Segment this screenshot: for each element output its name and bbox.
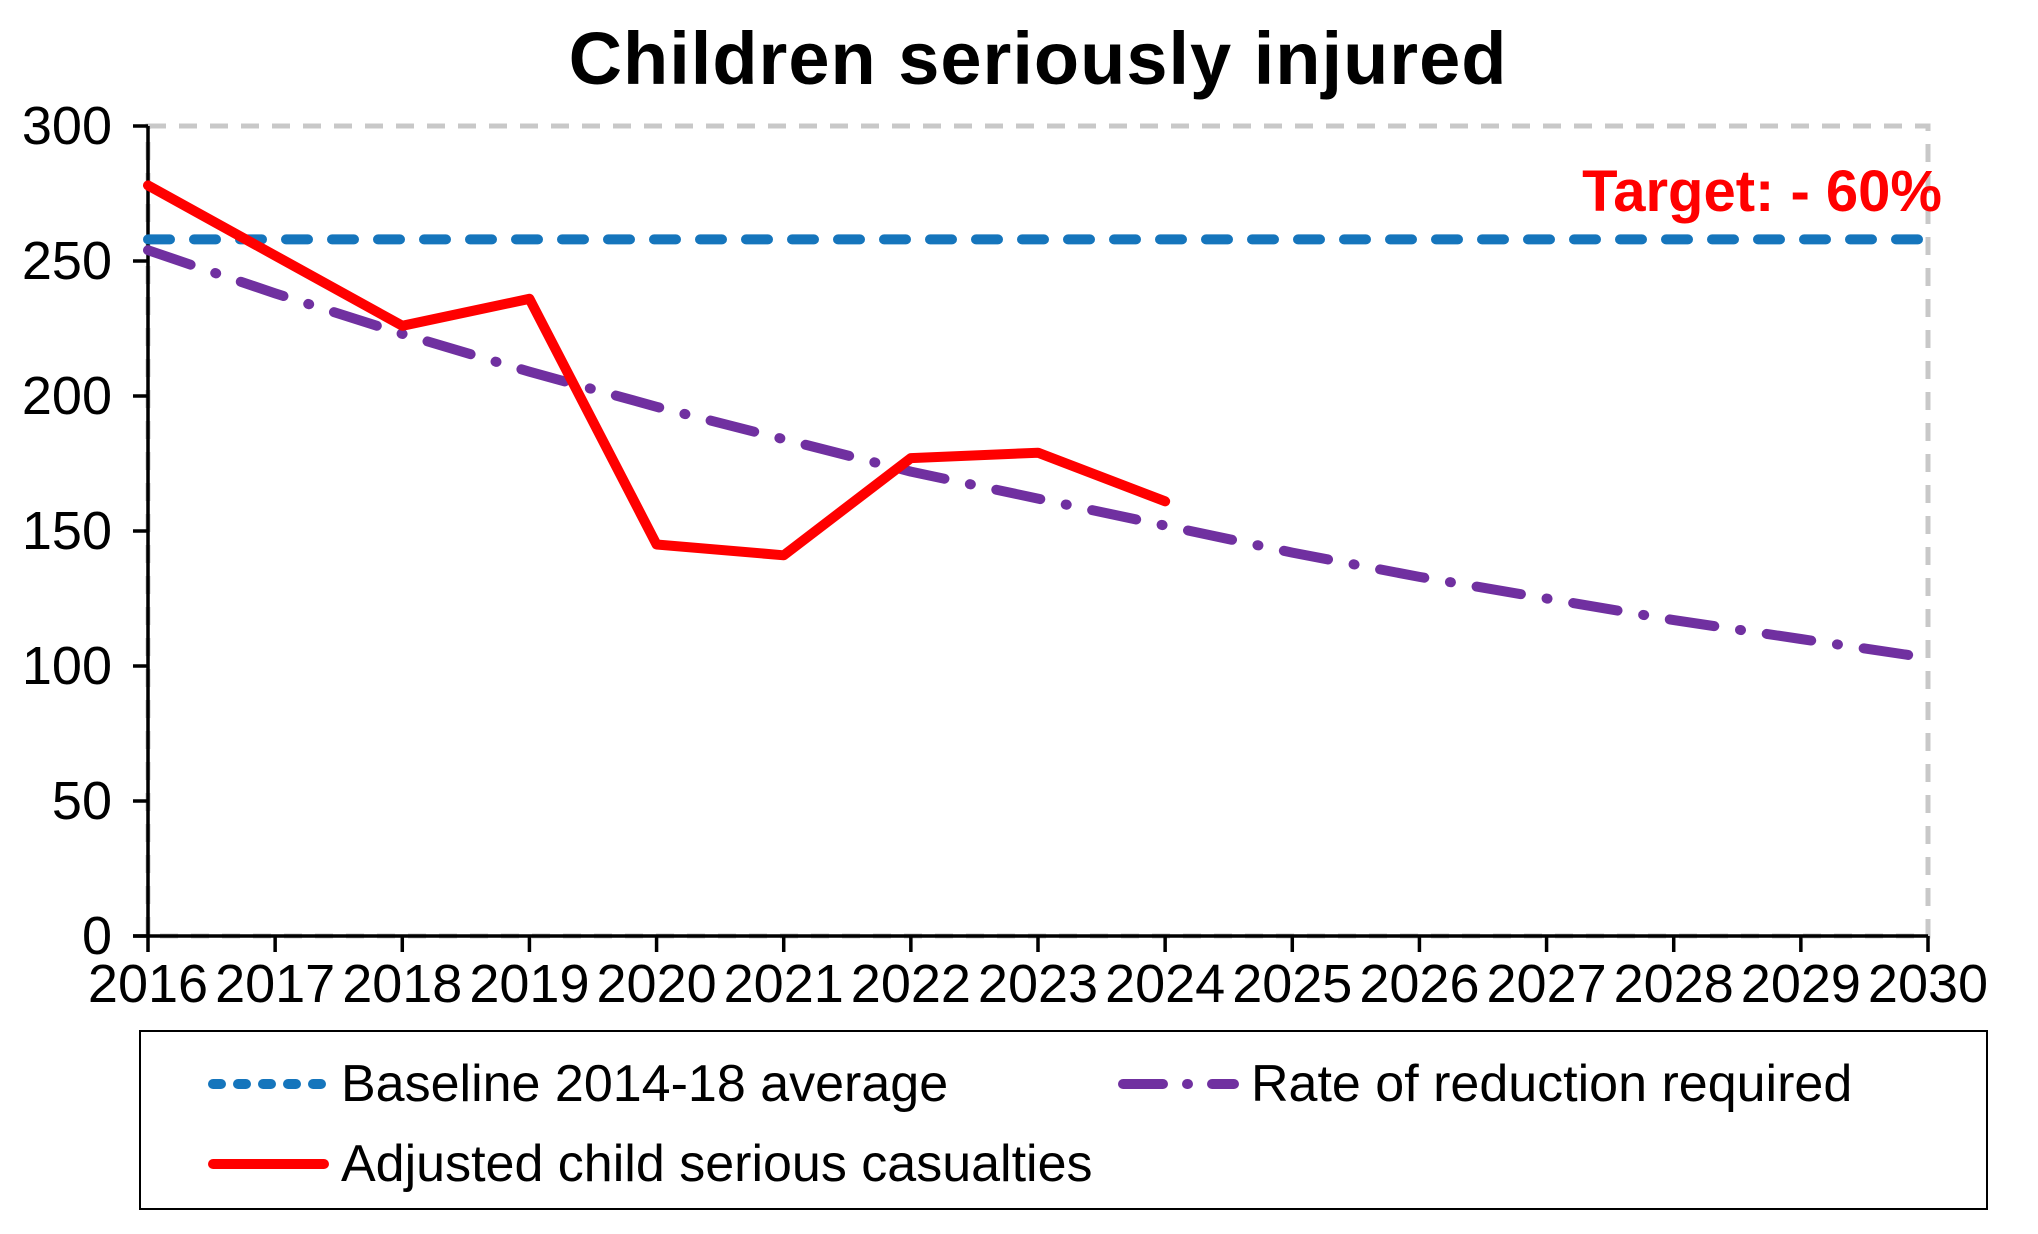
x-tick-label: 2020 <box>597 954 717 1014</box>
chart-title: Children seriously injured <box>568 17 1508 100</box>
legend-label-adjusted-casualties: Adjusted child serious casualties <box>341 1135 1093 1193</box>
x-tick-label: 2028 <box>1614 954 1734 1014</box>
x-tick-label: 2016 <box>88 954 208 1014</box>
x-tick-label: 2022 <box>851 954 971 1014</box>
legend-item-baseline: Baseline 2014-18 average <box>207 1054 948 1114</box>
y-axis: 0 50 100 150 200 250 300 <box>22 96 148 966</box>
axes <box>133 126 1928 938</box>
y-tick-label: 100 <box>22 636 112 696</box>
adjusted-casualties-swatch <box>208 1159 329 1169</box>
x-tick-label: 2018 <box>342 954 462 1014</box>
y-tick-label: 250 <box>22 231 112 291</box>
legend-label-baseline: Baseline 2014-18 average <box>341 1055 949 1113</box>
y-tick-label: 300 <box>22 96 112 156</box>
x-tick-label: 2017 <box>215 954 335 1014</box>
y-tick-label: 200 <box>22 366 112 426</box>
x-tick-label: 2027 <box>1487 954 1607 1014</box>
plot-border <box>145 123 1931 939</box>
x-tick-label: 2019 <box>469 954 589 1014</box>
x-tick-label: 2026 <box>1359 954 1479 1014</box>
legend-label-rate-of-reduction: Rate of reduction required <box>1251 1055 1853 1113</box>
x-tick-label: 2024 <box>1105 954 1225 1014</box>
x-tick-label: 2029 <box>1741 954 1861 1014</box>
y-tick-label: 150 <box>22 501 112 561</box>
x-axis: 2016 2017 2018 2019 2020 2021 2022 2023 2024 2025… <box>88 936 1988 1014</box>
y-tick-label: 0 <box>82 906 112 966</box>
x-tick-label: 2023 <box>978 954 1098 1014</box>
chart-legend: Baseline 2014-18 average Rate of reducti… <box>139 1030 1988 1210</box>
target-annotation: Target: - 60% <box>1582 159 1942 224</box>
rate-of-reduction-swatch <box>1118 1079 1239 1089</box>
x-tick-label: 2021 <box>724 954 844 1014</box>
x-tick-label: 2025 <box>1232 954 1352 1014</box>
x-tick-label: 2030 <box>1868 954 1988 1014</box>
legend-item-rate-of-reduction: Rate of reduction required <box>1117 1054 1852 1114</box>
series-line-2 <box>143 180 1171 561</box>
legend-item-adjusted-casualties: Adjusted child serious casualties <box>207 1134 1093 1194</box>
series-line-1 <box>143 245 1933 663</box>
baseline-swatch <box>208 1079 329 1089</box>
y-tick-label: 50 <box>52 771 112 831</box>
